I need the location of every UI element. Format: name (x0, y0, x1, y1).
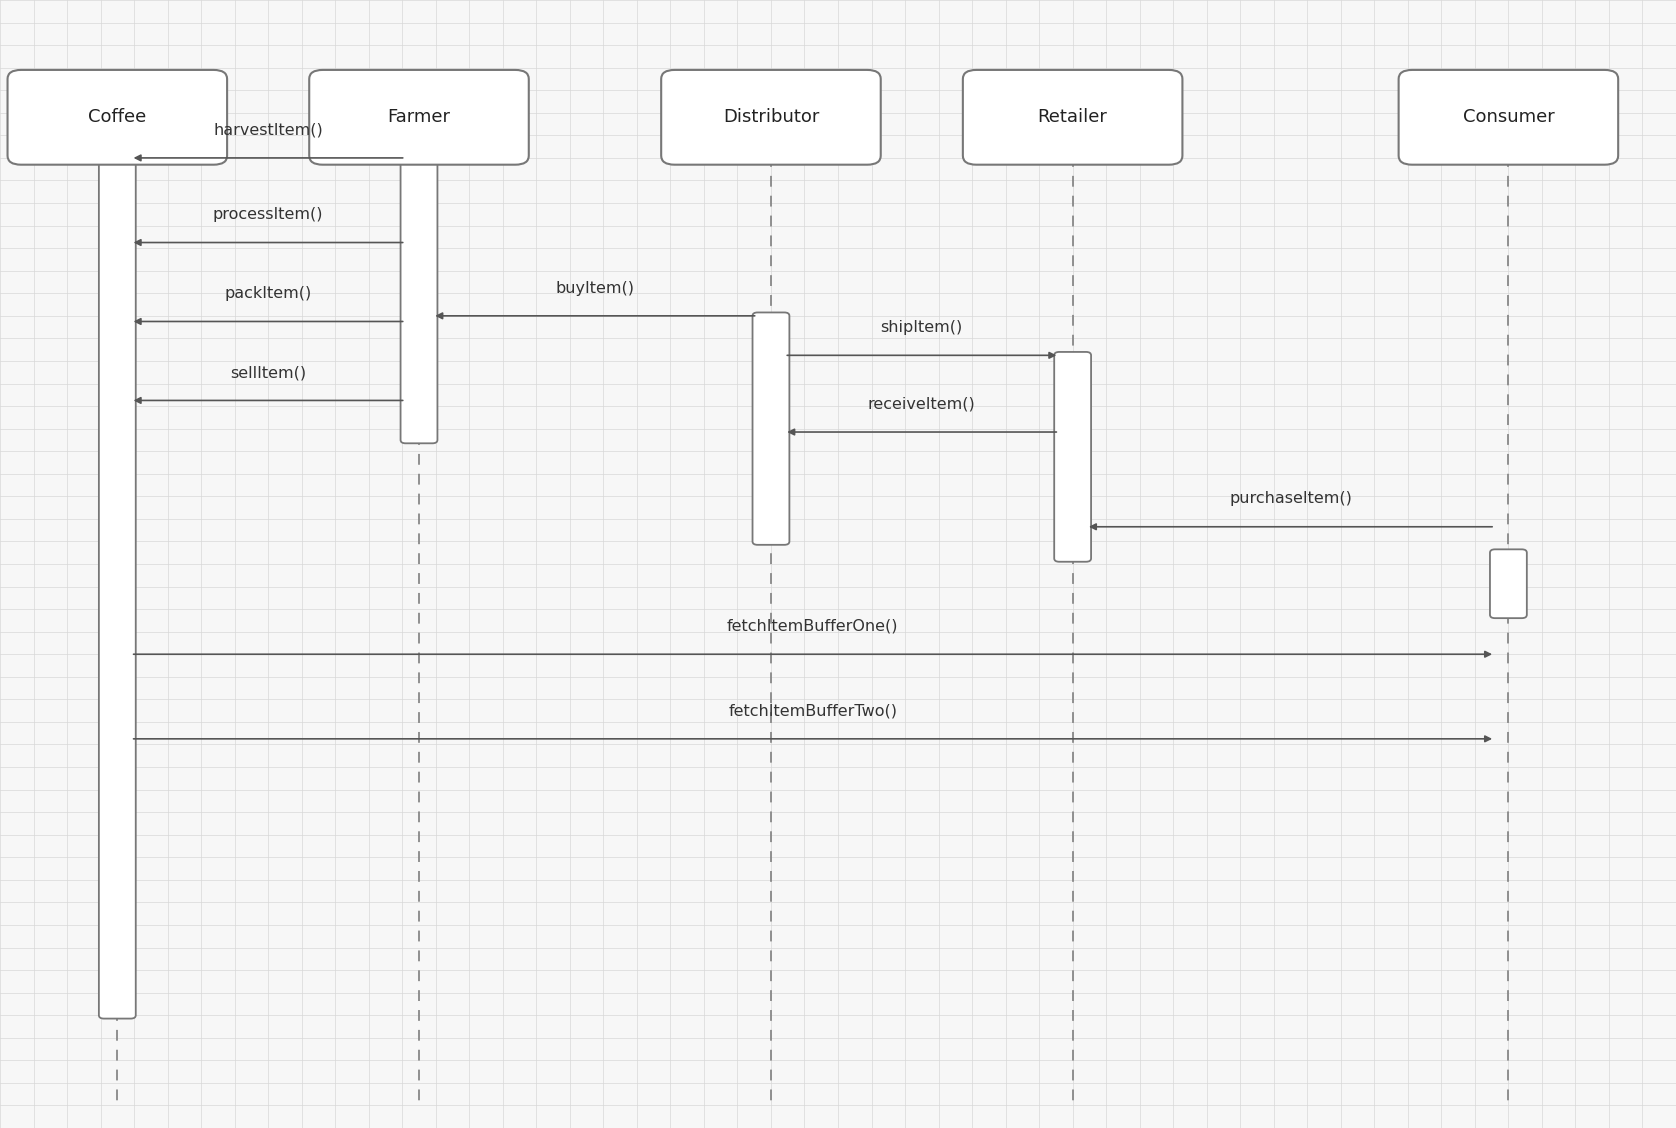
Text: Farmer: Farmer (387, 108, 451, 126)
FancyBboxPatch shape (1398, 70, 1619, 165)
Text: harvestItem(): harvestItem() (213, 123, 323, 138)
Text: fetchItemBufferOne(): fetchItemBufferOne() (727, 619, 898, 634)
Text: Retailer: Retailer (1037, 108, 1108, 126)
Text: processItem(): processItem() (213, 208, 323, 222)
Text: packItem(): packItem() (225, 287, 312, 301)
Text: sellItem(): sellItem() (230, 365, 307, 380)
Text: receiveItem(): receiveItem() (868, 397, 975, 412)
Text: shipItem(): shipItem() (880, 320, 964, 335)
Text: Distributor: Distributor (722, 108, 820, 126)
FancyBboxPatch shape (962, 70, 1183, 165)
FancyBboxPatch shape (99, 149, 136, 1019)
FancyBboxPatch shape (401, 149, 437, 443)
Text: fetchItemBufferTwo(): fetchItemBufferTwo() (729, 704, 897, 719)
FancyBboxPatch shape (308, 70, 528, 165)
FancyBboxPatch shape (753, 312, 789, 545)
Text: Consumer: Consumer (1463, 108, 1554, 126)
FancyBboxPatch shape (660, 70, 882, 165)
FancyBboxPatch shape (1490, 549, 1527, 618)
Text: buyItem(): buyItem() (555, 281, 635, 296)
FancyBboxPatch shape (8, 70, 228, 165)
FancyBboxPatch shape (1054, 352, 1091, 562)
Text: purchaseItem(): purchaseItem() (1229, 492, 1353, 506)
Text: Coffee: Coffee (89, 108, 146, 126)
